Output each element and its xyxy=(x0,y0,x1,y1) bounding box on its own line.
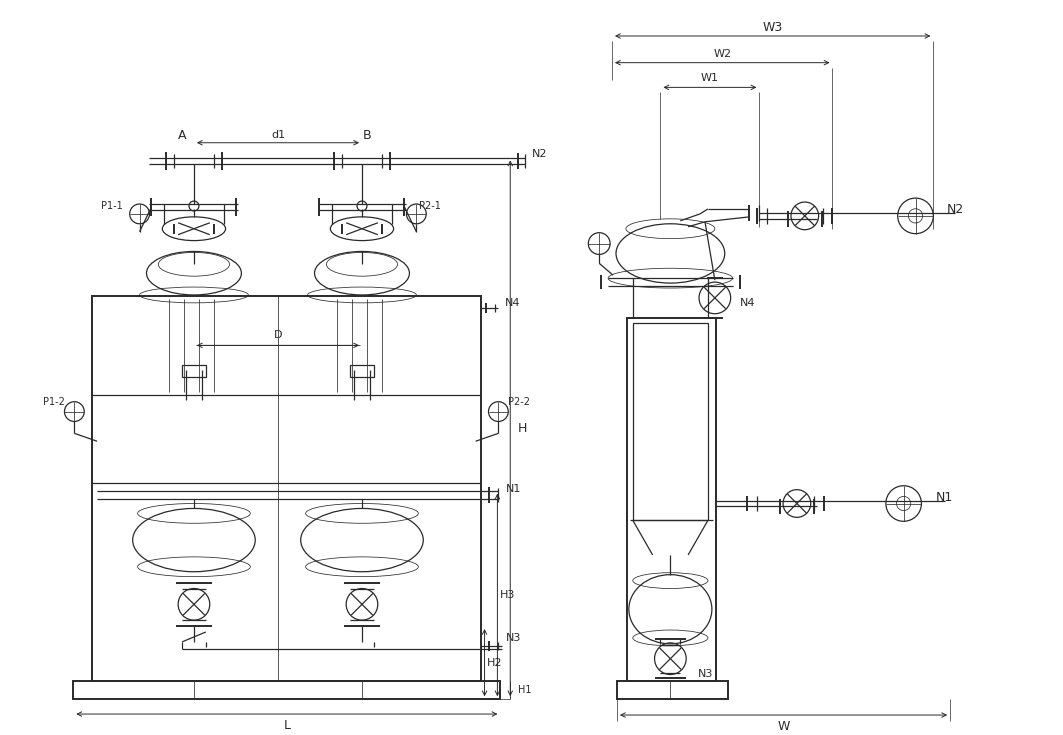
Text: P2-1: P2-1 xyxy=(419,201,441,211)
Text: N4: N4 xyxy=(740,298,755,308)
Text: H: H xyxy=(518,422,527,435)
Text: H1: H1 xyxy=(518,685,532,695)
Bar xyxy=(627,318,715,681)
Text: N1: N1 xyxy=(935,491,952,504)
Text: A: A xyxy=(178,129,186,143)
Text: W1: W1 xyxy=(701,74,719,84)
Text: D: D xyxy=(273,331,282,340)
Text: N4: N4 xyxy=(505,298,521,308)
Text: P2-2: P2-2 xyxy=(508,397,530,406)
Text: P1-1: P1-1 xyxy=(101,201,123,211)
Text: N3: N3 xyxy=(698,669,713,678)
Text: d1: d1 xyxy=(271,130,285,140)
Text: N2: N2 xyxy=(532,148,547,159)
Bar xyxy=(632,323,708,520)
Text: P1-2: P1-2 xyxy=(43,397,65,406)
Text: L: L xyxy=(284,720,290,732)
Text: W3: W3 xyxy=(762,21,782,34)
Text: W2: W2 xyxy=(713,49,731,59)
Text: W: W xyxy=(777,720,790,734)
Text: N1: N1 xyxy=(506,484,522,494)
Text: H2: H2 xyxy=(487,658,502,667)
Bar xyxy=(182,365,206,377)
Text: H3: H3 xyxy=(500,590,514,600)
Bar xyxy=(73,681,501,699)
Bar xyxy=(350,365,374,377)
Text: N2: N2 xyxy=(947,204,964,216)
Text: N3: N3 xyxy=(506,633,522,643)
Bar xyxy=(92,296,480,681)
Bar xyxy=(617,681,728,699)
Text: B: B xyxy=(362,129,371,143)
